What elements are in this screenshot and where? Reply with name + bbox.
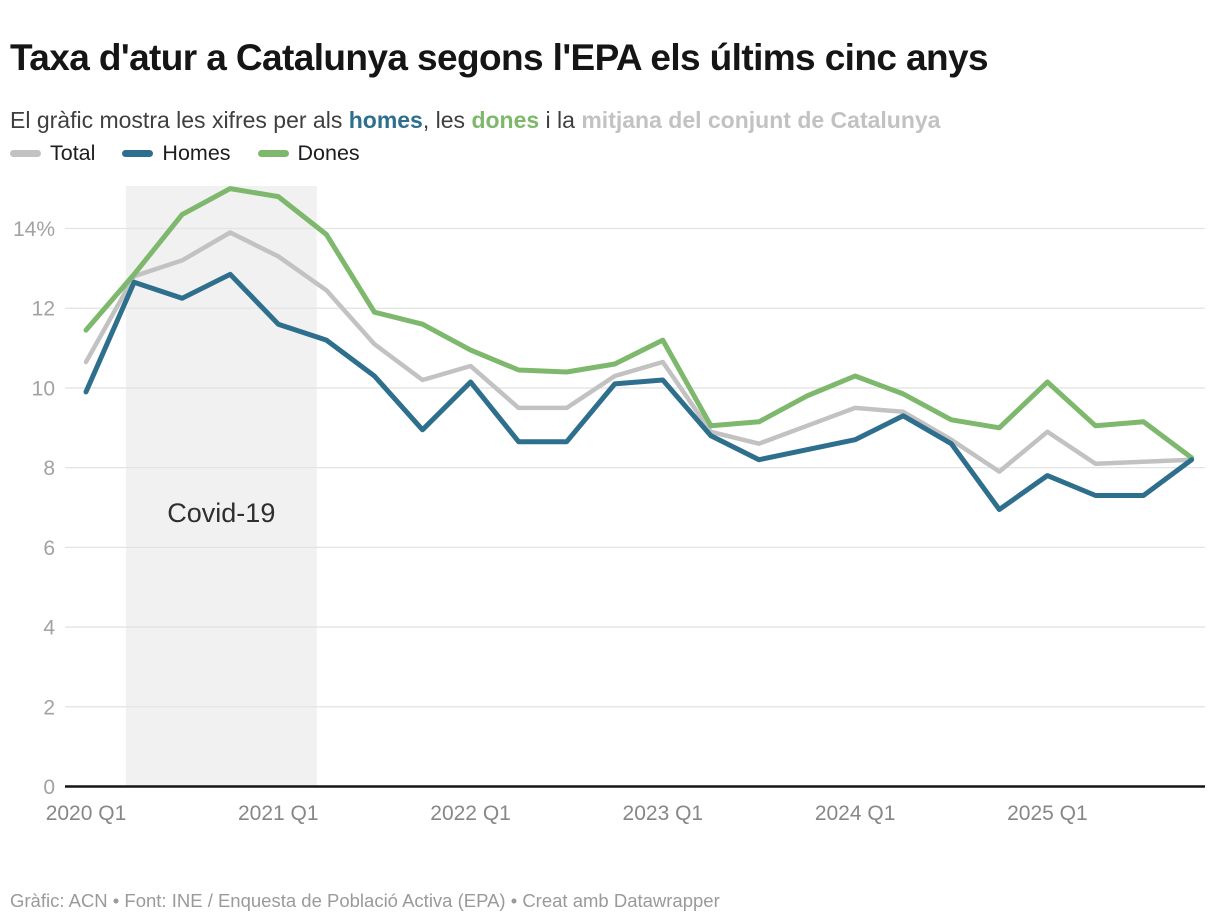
legend-label-total: Total	[50, 141, 96, 165]
legend-label-homes: Homes	[162, 141, 231, 165]
total-line-swatch	[10, 150, 41, 157]
y-tick-label: 8	[43, 457, 55, 480]
y-tick-label: 6	[43, 537, 55, 560]
series-line-total	[83, 230, 1194, 474]
series-line-dones	[83, 186, 1195, 461]
subtitle-text-2: , les	[422, 107, 472, 133]
covid-band	[125, 186, 317, 787]
x-tick-label: 2022 Q1	[430, 802, 511, 825]
subtitle-text-1: El gràfic mostra les xifres per als	[10, 107, 349, 133]
y-tick-label: 14%	[13, 218, 55, 241]
y-tick-label: 2	[43, 696, 55, 719]
subtitle-mitjana-phrase: mitjana del conjunt de Catalunya	[581, 107, 941, 133]
line-chart-svg: 0 2 4 6 8 10 12 14% 2020 Q1 2021 Q1 2022 Q1 2023 Q1…	[13, 186, 1205, 825]
x-tick-label: 2020 Q1	[46, 802, 127, 825]
y-tick-label: 0	[43, 776, 55, 799]
dones-line-swatch	[257, 150, 289, 157]
page-subtitle: El gràfic mostra les xifres per als home…	[10, 107, 1212, 135]
y-tick-label: 4	[43, 617, 55, 640]
subtitle-dones-word: dones	[471, 107, 540, 133]
x-tick-label: 2021 Q1	[238, 802, 319, 825]
legend-label-dones: Dones	[297, 141, 360, 165]
legend-item-total: Total	[10, 141, 95, 166]
subtitle-homes-word: homes	[348, 107, 423, 133]
legend-item-dones: Dones	[257, 141, 360, 166]
y-tick-label: 10	[32, 377, 55, 400]
x-tick-label: 2023 Q1	[623, 802, 704, 825]
y-tick-label: 12	[32, 298, 55, 321]
series-line-homes	[83, 271, 1195, 512]
subtitle-text-3: i la	[539, 107, 582, 133]
x-tick-label: 2025 Q1	[1007, 802, 1088, 825]
line-chart-area: 0 2 4 6 8 10 12 14% 2020 Q1 2021 Q1 2022 Q1 2023 Q1…	[0, 170, 1220, 860]
homes-line-swatch	[122, 150, 154, 157]
chart-credit: Gràfic: ACN • Font: INE / Enquesta de Po…	[10, 889, 720, 911]
page-title: Taxa d'atur a Catalunya segons l'EPA els…	[10, 36, 989, 78]
covid-annotation-label: Covid-19	[167, 498, 275, 528]
legend-item-homes: Homes	[122, 141, 231, 166]
legend: Total Homes Dones	[10, 141, 360, 166]
x-tick-label: 2024 Q1	[815, 802, 896, 825]
